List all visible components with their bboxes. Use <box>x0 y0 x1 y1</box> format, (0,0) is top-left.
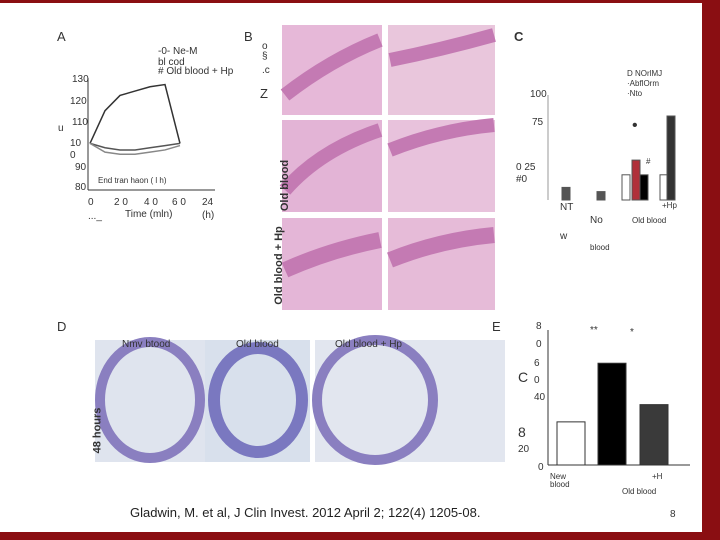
line <box>89 142 181 151</box>
histology-b <box>279 25 496 310</box>
side-band <box>702 0 720 540</box>
label: 8 <box>670 509 676 520</box>
bottom-band <box>0 532 720 540</box>
label: # Old blood + Hp <box>158 66 234 77</box>
bar <box>621 174 631 201</box>
label: 10 <box>70 138 82 149</box>
label: ** <box>590 325 598 336</box>
label: 0 <box>536 339 542 350</box>
bar <box>556 421 586 466</box>
label: 40 <box>534 392 546 403</box>
bar <box>666 115 676 201</box>
label: 80 <box>75 182 87 193</box>
label: Old blood + Hp <box>335 339 402 350</box>
label: • <box>632 117 638 134</box>
label: Time (mln) <box>125 209 173 220</box>
label: 0 <box>70 150 76 161</box>
label: bl cod <box>158 57 185 68</box>
label: Old blood <box>236 339 279 350</box>
label: +Hp <box>662 201 677 210</box>
label: blood <box>590 243 610 252</box>
label: 0 <box>534 375 540 386</box>
label: ·Nto <box>627 89 643 98</box>
line <box>89 83 181 144</box>
label: 8 <box>518 424 526 440</box>
label: * <box>630 327 634 338</box>
bar <box>639 174 649 201</box>
label: (h) <box>202 210 215 221</box>
label: 0 <box>88 197 94 208</box>
histology-d <box>95 335 505 465</box>
label: ·AbflOrm <box>627 79 659 88</box>
label: Gladwin, M. et al, J Clin Invest. 2012 A… <box>130 505 481 520</box>
label: 6 0 <box>172 197 186 208</box>
label: Old blood <box>622 487 657 496</box>
label: 48 hours <box>91 407 104 454</box>
label: 110 <box>72 117 88 128</box>
label: B <box>244 29 253 44</box>
top-band <box>0 0 720 3</box>
label: 0 <box>538 462 544 473</box>
label: No <box>590 215 603 226</box>
label: 130 <box>72 74 89 85</box>
label: 20 <box>518 444 530 455</box>
label: D NOrlMJ <box>627 69 663 78</box>
bar <box>639 404 669 466</box>
label: Old blood <box>632 216 667 225</box>
label: Nmv btood <box>122 339 171 350</box>
bar <box>596 191 606 201</box>
label: w <box>560 231 568 242</box>
label: u <box>58 123 64 134</box>
label: -0- Ne-M <box>158 46 198 57</box>
label: #0 <box>516 174 528 185</box>
label: D <box>57 319 67 334</box>
label: 24 <box>202 197 214 208</box>
label: 8 <box>536 321 542 332</box>
label: C <box>518 369 529 385</box>
label: 4 0 <box>144 197 158 208</box>
label: Old blood + Hp <box>272 226 285 305</box>
label: 120 <box>70 96 87 107</box>
label: # <box>646 157 651 166</box>
label: NT <box>560 202 574 213</box>
bar <box>631 159 641 201</box>
label: 75 <box>532 117 544 128</box>
label: 2 0 <box>114 197 128 208</box>
label: 100 <box>530 89 547 100</box>
label: +H <box>652 472 663 481</box>
label: 0 25 <box>516 162 536 173</box>
label: E <box>492 319 501 334</box>
label: New blood <box>550 472 570 489</box>
label: ..._ <box>88 211 102 222</box>
bar <box>561 186 571 201</box>
label: A <box>57 29 66 44</box>
label: o <box>262 41 268 52</box>
label: Old blood <box>279 159 292 212</box>
label: .c <box>262 65 270 76</box>
label: End tran haon ( l h) <box>98 176 167 185</box>
label: § <box>262 51 268 62</box>
label: 6 <box>534 358 540 369</box>
line <box>89 142 181 156</box>
label: C <box>514 29 524 44</box>
bar <box>597 362 627 466</box>
label: 90 <box>75 162 87 173</box>
label: Z <box>260 86 268 101</box>
